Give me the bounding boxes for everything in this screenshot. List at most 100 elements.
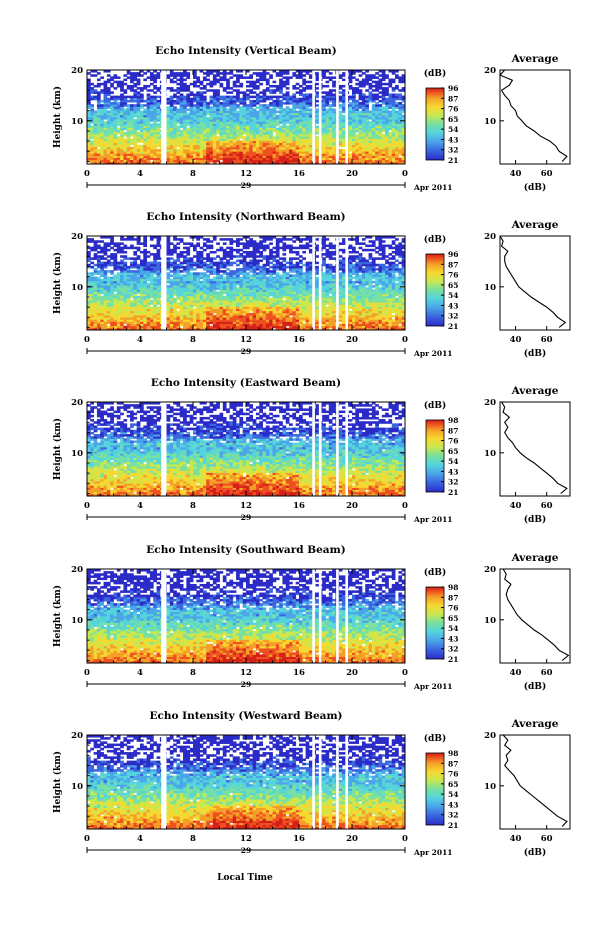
- heatmap-cell: [265, 114, 270, 118]
- heatmap-cell: [305, 104, 310, 107]
- heatmap-cell: [153, 300, 157, 303]
- heatmap-cell: [90, 140, 95, 144]
- heatmap-cell: [368, 129, 373, 133]
- heatmap-cell: [295, 117, 300, 120]
- heatmap-cell: [212, 82, 217, 86]
- heatmap-cell: [375, 136, 379, 139]
- heatmap-cell: [209, 110, 214, 114]
- heatmap-cell: [391, 146, 396, 150]
- heatmap-cell: [179, 310, 184, 314]
- heatmap-cell: [199, 263, 204, 267]
- heatmap-cell: [149, 295, 154, 299]
- heatmap-cell: [212, 146, 217, 150]
- heatmap-cell: [106, 293, 111, 297]
- heatmap-cell: [381, 138, 386, 141]
- heatmap-cell: [146, 315, 151, 318]
- heatmap-cell: [332, 82, 336, 86]
- heatmap-cell: [239, 136, 244, 139]
- heatmap-cell: [325, 95, 330, 99]
- heatmap-cell: [106, 119, 111, 122]
- heatmap-cell: [156, 95, 161, 99]
- heatmap-cell: [113, 134, 118, 137]
- heatmap-cell: [110, 84, 114, 88]
- heatmap-cell: [275, 74, 280, 77]
- heatmap-cell: [212, 104, 217, 107]
- heatmap-cell: [322, 140, 326, 144]
- heatmap-cell: [100, 319, 104, 322]
- heatmap-cell: [269, 110, 273, 114]
- heatmap-cell: [239, 102, 244, 105]
- heatmap-cell: [146, 114, 151, 118]
- heatmap-cell: [388, 127, 393, 131]
- heatmap-cell: [332, 142, 336, 146]
- heatmap-cell: [93, 112, 98, 116]
- heatmap-cell: [156, 140, 161, 144]
- heatmap-cell: [176, 125, 181, 129]
- heatmap-cell: [106, 289, 111, 292]
- heatmap-cell: [332, 76, 336, 79]
- heatmap-cell: [193, 149, 197, 152]
- heatmap-cell: [226, 97, 230, 101]
- heatmap-cell: [90, 319, 95, 322]
- heatmap-cell: [153, 321, 157, 324]
- heatmap-cell: [156, 274, 161, 277]
- heatmap-cell: [361, 127, 366, 131]
- heatmap-cell: [328, 78, 333, 82]
- heatmap-cell: [179, 261, 184, 265]
- heatmap-cell: [368, 84, 373, 88]
- heatmap-cell: [249, 157, 254, 161]
- heatmap-cell: [173, 89, 177, 92]
- heatmap-cell: [212, 140, 217, 144]
- heatmap-cell: [265, 110, 270, 114]
- heatmap-cell: [199, 312, 204, 316]
- heatmap-cell: [216, 119, 220, 122]
- heatmap-cell: [381, 140, 386, 144]
- heatmap-cell: [173, 293, 177, 297]
- heatmap-cell: [113, 131, 118, 135]
- heatmap-cell: [381, 153, 386, 156]
- heatmap-cell: [153, 149, 157, 152]
- heatmap-cell: [90, 276, 95, 280]
- heatmap-cell: [110, 306, 114, 310]
- heatmap-cell: [285, 76, 290, 79]
- heatmap-cell: [193, 76, 197, 79]
- heatmap-cell: [371, 119, 376, 122]
- heatmap-cell: [368, 149, 373, 152]
- heatmap-cell: [169, 295, 174, 299]
- heatmap-cell: [229, 106, 234, 109]
- heatmap-cell: [110, 276, 114, 280]
- heatmap-cell: [388, 161, 393, 165]
- heatmap-cell: [289, 121, 293, 124]
- heatmap-cell: [262, 119, 267, 122]
- heatmap-cell: [295, 74, 300, 77]
- heatmap-cell: [126, 278, 131, 282]
- heatmap-cell: [385, 87, 389, 90]
- heatmap-cell: [120, 114, 124, 118]
- heatmap-cell: [90, 127, 95, 131]
- heatmap-cell: [156, 283, 161, 286]
- heatmap-cell: [361, 82, 366, 86]
- heatmap-cell: [348, 127, 353, 131]
- heatmap-cell: [106, 259, 111, 263]
- heatmap-cell: [143, 84, 148, 88]
- heatmap-cell: [116, 306, 121, 310]
- heatmap-cell: [332, 125, 336, 129]
- heatmap-cell: [265, 129, 270, 133]
- heatmap-cell: [196, 151, 201, 154]
- heatmap-cell: [106, 123, 111, 126]
- heatmap-cell: [388, 123, 393, 126]
- heatmap-cell: [365, 117, 369, 120]
- heatmap-cell: [295, 127, 300, 131]
- heatmap-cell: [368, 146, 373, 150]
- heatmap-cell: [156, 155, 161, 158]
- heatmap-cell: [322, 108, 326, 111]
- heatmap-cell: [179, 144, 184, 148]
- heatmap-cell: [153, 99, 157, 103]
- heatmap-cell: [193, 121, 197, 124]
- heatmap-cell: [110, 323, 114, 327]
- heatmap-cell: [292, 134, 297, 137]
- heatmap-cell: [166, 265, 171, 269]
- heatmap-cell: [183, 146, 187, 150]
- heatmap-cell: [255, 80, 260, 84]
- heatmap-cell: [272, 142, 277, 146]
